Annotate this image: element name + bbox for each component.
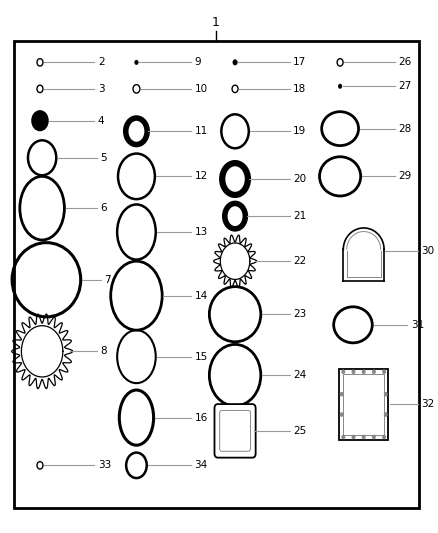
Text: 7: 7 xyxy=(104,274,111,285)
Text: 19: 19 xyxy=(293,126,306,136)
Text: 20: 20 xyxy=(293,174,306,184)
Circle shape xyxy=(340,393,343,396)
Circle shape xyxy=(135,60,138,64)
Circle shape xyxy=(385,393,387,396)
Text: 12: 12 xyxy=(194,172,208,181)
Text: 9: 9 xyxy=(194,58,201,67)
Text: 1: 1 xyxy=(212,16,220,29)
Text: 23: 23 xyxy=(293,309,306,319)
Circle shape xyxy=(373,435,375,439)
Text: 2: 2 xyxy=(98,58,105,67)
FancyBboxPatch shape xyxy=(215,404,256,458)
Text: 27: 27 xyxy=(398,81,411,91)
Text: 30: 30 xyxy=(421,246,434,256)
Text: 18: 18 xyxy=(293,84,306,94)
Bar xyxy=(343,374,384,435)
Text: 21: 21 xyxy=(293,211,306,221)
Circle shape xyxy=(340,413,343,416)
Text: 3: 3 xyxy=(98,84,105,94)
Text: 22: 22 xyxy=(293,256,306,266)
Circle shape xyxy=(385,413,387,416)
Circle shape xyxy=(342,370,345,373)
Text: 15: 15 xyxy=(194,352,208,361)
Text: 16: 16 xyxy=(194,413,208,423)
Circle shape xyxy=(342,435,345,439)
Circle shape xyxy=(362,370,365,373)
Text: 31: 31 xyxy=(411,320,424,330)
Text: 28: 28 xyxy=(398,124,411,134)
Text: 13: 13 xyxy=(194,227,208,237)
Circle shape xyxy=(383,435,385,439)
Text: 33: 33 xyxy=(98,461,111,470)
Text: 6: 6 xyxy=(100,203,106,213)
FancyBboxPatch shape xyxy=(219,410,251,451)
Text: 5: 5 xyxy=(100,153,106,163)
Circle shape xyxy=(339,84,342,88)
Text: 14: 14 xyxy=(194,290,208,301)
Circle shape xyxy=(32,111,48,130)
Circle shape xyxy=(362,435,365,439)
Text: 10: 10 xyxy=(194,84,208,94)
Text: 26: 26 xyxy=(398,58,411,67)
Text: 29: 29 xyxy=(398,172,411,181)
Text: 17: 17 xyxy=(293,58,306,67)
Bar xyxy=(14,41,420,508)
Text: 24: 24 xyxy=(293,370,306,380)
Text: 34: 34 xyxy=(194,461,208,470)
Circle shape xyxy=(352,435,355,439)
Text: 25: 25 xyxy=(293,426,306,436)
Circle shape xyxy=(352,370,355,373)
Circle shape xyxy=(233,60,237,65)
Text: 8: 8 xyxy=(100,346,106,357)
Text: 32: 32 xyxy=(421,399,435,409)
Bar xyxy=(339,368,389,440)
Text: 11: 11 xyxy=(194,126,208,136)
Circle shape xyxy=(373,370,375,373)
Circle shape xyxy=(383,370,385,373)
Text: 4: 4 xyxy=(98,116,105,126)
